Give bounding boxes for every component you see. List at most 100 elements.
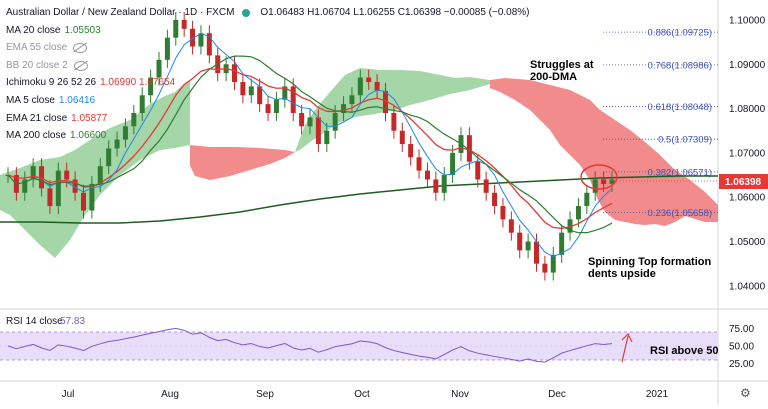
candle-body (173, 19, 179, 38)
candle-body (324, 130, 330, 145)
candle-body (483, 179, 489, 193)
time-tick-label: Dec (548, 389, 566, 400)
candle-body (534, 241, 539, 264)
candle-body (290, 86, 296, 114)
candle-body (22, 179, 28, 193)
annotation-spinning: dents upside (588, 268, 656, 280)
candle-body (349, 95, 355, 105)
candle-body (81, 192, 86, 211)
candle-body (374, 81, 380, 91)
candle-body (39, 166, 45, 189)
ma5-line (7, 32, 613, 258)
candle-body (416, 157, 422, 171)
ma200-line (0, 175, 718, 224)
candle-body (399, 130, 405, 145)
candle-body (156, 59, 162, 78)
market-status-icon (242, 8, 251, 17)
candle-body (567, 219, 573, 233)
candle-body (190, 28, 196, 47)
candle-body (500, 206, 506, 220)
candle-body (139, 95, 145, 114)
candle-body (601, 179, 607, 184)
candle-body (248, 86, 254, 96)
rsi-tick-label: 75.00 (729, 324, 754, 335)
candle-body (64, 170, 70, 180)
indicator-value: 1.05877 (71, 112, 108, 124)
indicator-row[interactable]: MA 5 close 1.06416 (6, 92, 534, 110)
symbol-header[interactable]: Australian Dollar / New Zealand Dollar ·… (6, 4, 534, 22)
indicator-row[interactable]: EMA 21 close 1.05877 (6, 110, 534, 128)
last-price-tag (719, 174, 768, 189)
candle-body (55, 170, 61, 207)
time-tick-label: Oct (354, 389, 370, 400)
candle-body (383, 90, 388, 114)
ichimoku-cloud-bearish (490, 78, 718, 226)
candle-body (517, 232, 523, 251)
candle-body (273, 99, 279, 114)
price-tick-label: 1.05000 (729, 237, 766, 248)
annotation-circle (580, 164, 618, 190)
fib-level-label: 0.382(1.06571) (648, 167, 712, 178)
candle-body (433, 179, 439, 193)
candle-body (299, 113, 305, 127)
rsi-arrow-line (621, 335, 629, 363)
rsi-value-label: 57.83 (60, 316, 85, 327)
ema21-line (7, 67, 613, 229)
indicator-value: 1.05503 (64, 24, 101, 36)
ma20-line (7, 55, 613, 234)
fib-level-label: 0.236(1.05658) (648, 208, 712, 219)
candle-body (47, 188, 53, 207)
candle-body (307, 117, 313, 127)
candle-body (466, 135, 472, 162)
candle-body (592, 179, 598, 193)
price-tick-label: 1.09000 (729, 60, 766, 71)
candle-body (450, 152, 456, 176)
time-tick-label: Sep (256, 389, 274, 400)
fib-level-label: 0.5(1.07309) (658, 135, 712, 146)
indicator-value: 1.06990 1.07654 (100, 77, 176, 89)
candle-body (89, 183, 95, 211)
candle-body (609, 179, 615, 184)
candle-body (584, 192, 590, 207)
candle-body (391, 113, 397, 131)
indicator-label: EMA 21 close (6, 112, 68, 124)
candle-body (550, 254, 556, 273)
candle-body (492, 192, 498, 207)
hidden-eye-icon[interactable] (73, 60, 88, 71)
time-tick-label: Jul (62, 389, 75, 400)
price-tick-label: 1.08000 (729, 104, 766, 115)
hidden-eye-icon[interactable] (73, 42, 88, 53)
indicator-row[interactable]: BB 20 close 2 (6, 57, 534, 75)
time-tick-label: Aug (161, 389, 179, 400)
candle-body (542, 263, 548, 273)
time-tick-label: Nov (451, 389, 469, 400)
rsi-arrow-head (621, 332, 633, 343)
candle-body (206, 33, 212, 56)
indicator-row[interactable]: MA 20 close 1.05503 (6, 22, 534, 40)
candle-body (72, 179, 78, 193)
candle-body (114, 139, 120, 149)
annotation-struggle: Struggles at (530, 59, 594, 71)
indicator-row[interactable]: EMA 55 close (6, 39, 534, 57)
indicator-row[interactable]: Ichimoku 9 26 52 26 1.06990 1.07654 (6, 74, 534, 92)
candle-body (30, 166, 36, 180)
rsi-band (0, 332, 718, 360)
candle-body (122, 126, 128, 140)
candle-body (148, 77, 154, 96)
candle-body (97, 166, 103, 184)
candle-body (240, 81, 246, 96)
candle-body (508, 219, 514, 233)
indicator-row[interactable]: MA 200 close 1.06600 (6, 127, 534, 145)
fib-level-label: 0.768(1.08986) (648, 60, 712, 71)
indicator-label: MA 200 close (6, 130, 67, 142)
indicator-legend: Australian Dollar / New Zealand Dollar ·… (6, 4, 534, 145)
last-price-label: 1.06398 (725, 177, 762, 188)
candle-body (131, 113, 137, 127)
candle-body (408, 144, 414, 158)
rsi-tick-label: 50.00 (729, 342, 754, 353)
price-tick-label: 1.04000 (729, 281, 766, 292)
candle-body (366, 77, 372, 82)
indicator-value: 1.06416 (58, 94, 96, 106)
